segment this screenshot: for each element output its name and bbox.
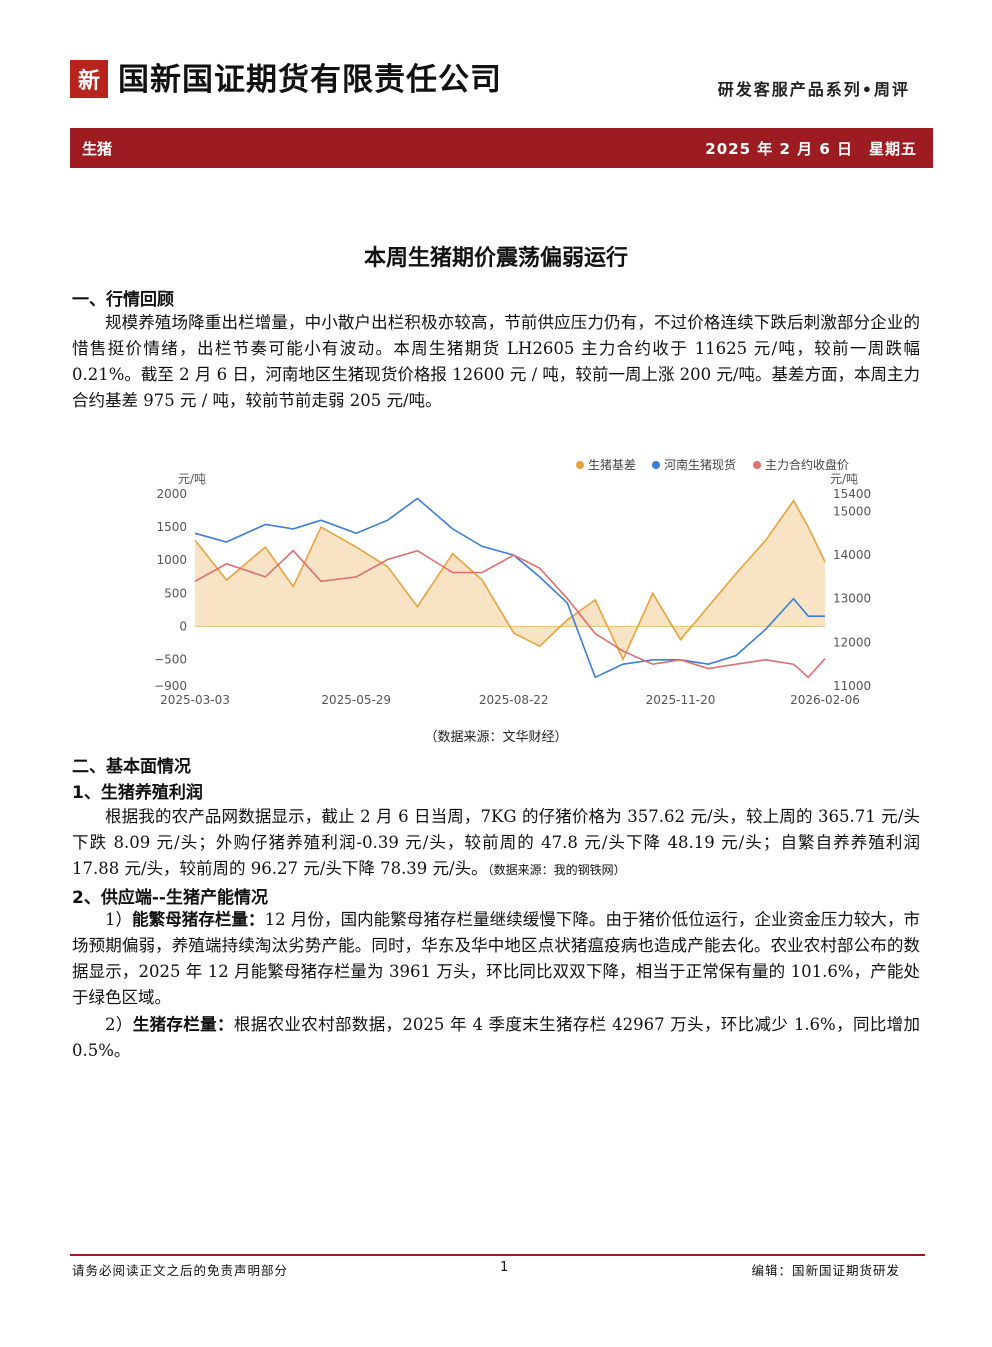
sow-inventory-paragraph: 1）能繁母猪存栏量：12 月份，国内能繁母猪存栏量继续缓慢下降。由于猪价低位运行… (72, 907, 920, 1011)
subsection1-paragraph: 根据我的农产品网数据显示，截止 2 月 6 日当周，7KG 的仔猪价格为 357… (72, 804, 920, 883)
series-area-basis (195, 500, 825, 660)
chart-source-note: （数据来源：文华财经） (424, 730, 568, 745)
left-tick-label: −900 (154, 679, 187, 693)
right-axis-ticks: 15400 15000 14000 13000 12000 11000 (833, 487, 871, 693)
page-header: 新 国新国证期货有限责任公司 研发客服产品系列•周评 (70, 58, 930, 102)
p2-prefix: 2） (105, 1015, 133, 1034)
section1-heading: 一、行情回顾 (72, 290, 174, 310)
left-tick-label: 0 (179, 619, 187, 633)
report-title: 本周生猪期价震荡偏弱运行 (363, 246, 628, 271)
left-axis-unit: 元/吨 (178, 472, 206, 486)
hog-inventory-paragraph: 2）生猪存栏量：根据农业农村部数据，2025 年 4 季度末生猪存栏 42967… (72, 1012, 920, 1064)
left-tick-label: 500 (164, 586, 187, 600)
right-tick-label: 12000 (833, 635, 871, 649)
left-tick-label: 1500 (156, 520, 187, 534)
banner-date: 2025 年 2 月 6 日 星期五 (705, 140, 917, 158)
page-number: 1 (500, 1260, 509, 1275)
right-tick-label: 15400 (833, 487, 871, 501)
x-tick-label: 2025-11-20 (646, 693, 716, 707)
legend-marker (576, 461, 584, 469)
legend-label: 主力合约收盘价 (765, 457, 849, 472)
p2-text: 根据农业农村部数据，2025 年 4 季度末生猪存栏 42967 万头，环比减少… (72, 1015, 921, 1060)
right-tick-label: 15000 (833, 504, 871, 518)
subsection2-heading: 2、供应端--生猪产能情况 (72, 888, 268, 908)
x-tick-label: 2025-08-22 (479, 693, 549, 707)
chart-legend: 生猪基差 河南生猪现货 主力合约收盘价 (576, 457, 849, 472)
legend-marker (652, 461, 660, 469)
series-line-henan-spot (194, 497, 825, 679)
company-name: 国新国证期货有限责任公司 (118, 62, 502, 98)
p1-bold-label: 能繁母猪存栏量： (132, 910, 265, 929)
right-axis-unit: 元/吨 (830, 472, 858, 486)
section1-paragraph: 规模养殖场降重出栏增量，中小散户出栏积极亦较高，节前供应压力仍有，不过价格连续下… (72, 313, 920, 410)
left-tick-label: 1000 (156, 553, 187, 567)
section2-heading: 二、基本面情况 (72, 757, 191, 777)
p2-bold-label: 生猪存栏量： (132, 1015, 234, 1034)
banner-category: 生猪 (82, 140, 113, 158)
x-tick-label: 2025-05-29 (321, 693, 391, 707)
left-tick-label: −500 (154, 653, 187, 667)
x-tick-label: 2025-03-03 (160, 693, 230, 707)
price-chart: 生猪基差 河南生猪现货 主力合约收盘价 元/吨 元/吨 2000 1500 1000 50… (140, 450, 880, 715)
footer-divider (70, 1254, 925, 1256)
legend-label: 河南生猪现货 (664, 457, 736, 472)
p1-text: 12 月份，国内能繁母猪存栏量继续缓慢下降。由于猪价低位运行，企业资金压力较大，… (72, 910, 921, 1007)
profit-text: 根据我的农产品网数据显示，截止 2 月 6 日当周，7KG 的仔猪价格为 357… (72, 807, 920, 878)
x-tick-label: 2026-02-06 (790, 693, 860, 707)
footer-disclaimer: 请务必阅读正文之后的免责声明部分 (72, 1263, 289, 1278)
price-chart-svg: 生猪基差 河南生猪现货 主力合约收盘价 元/吨 元/吨 2000 1500 1000 50… (154, 457, 871, 707)
left-axis-ticks: 2000 1500 1000 500 0 −500 −900 (154, 487, 187, 693)
company-logo-icon: 新 (70, 60, 108, 98)
right-tick-label: 14000 (833, 548, 871, 562)
report-series: 研发客服产品系列•周评 (717, 80, 910, 99)
subsection1-heading: 1、生猪养殖利润 (72, 783, 203, 803)
right-tick-label: 13000 (833, 592, 871, 606)
chart-plot-area (194, 497, 826, 679)
legend-marker (753, 461, 761, 469)
x-axis-ticks: 2025-03-03 2025-05-29 2025-08-22 2025-11-20… (160, 693, 860, 707)
footer-editor: 编辑：国新国证期货研发 (751, 1263, 900, 1278)
right-tick-label: 11000 (833, 679, 871, 693)
p1-prefix: 1） (105, 910, 133, 929)
left-tick-label: 2000 (156, 487, 187, 501)
profit-source-note: （数据来源：我的钢铁网） (487, 863, 626, 877)
legend-label: 生猪基差 (588, 458, 636, 472)
category-banner: 生猪 2025 年 2 月 6 日 星期五 (70, 128, 933, 168)
series-line-basis (194, 499, 826, 662)
series-line-futures-close (194, 549, 826, 679)
